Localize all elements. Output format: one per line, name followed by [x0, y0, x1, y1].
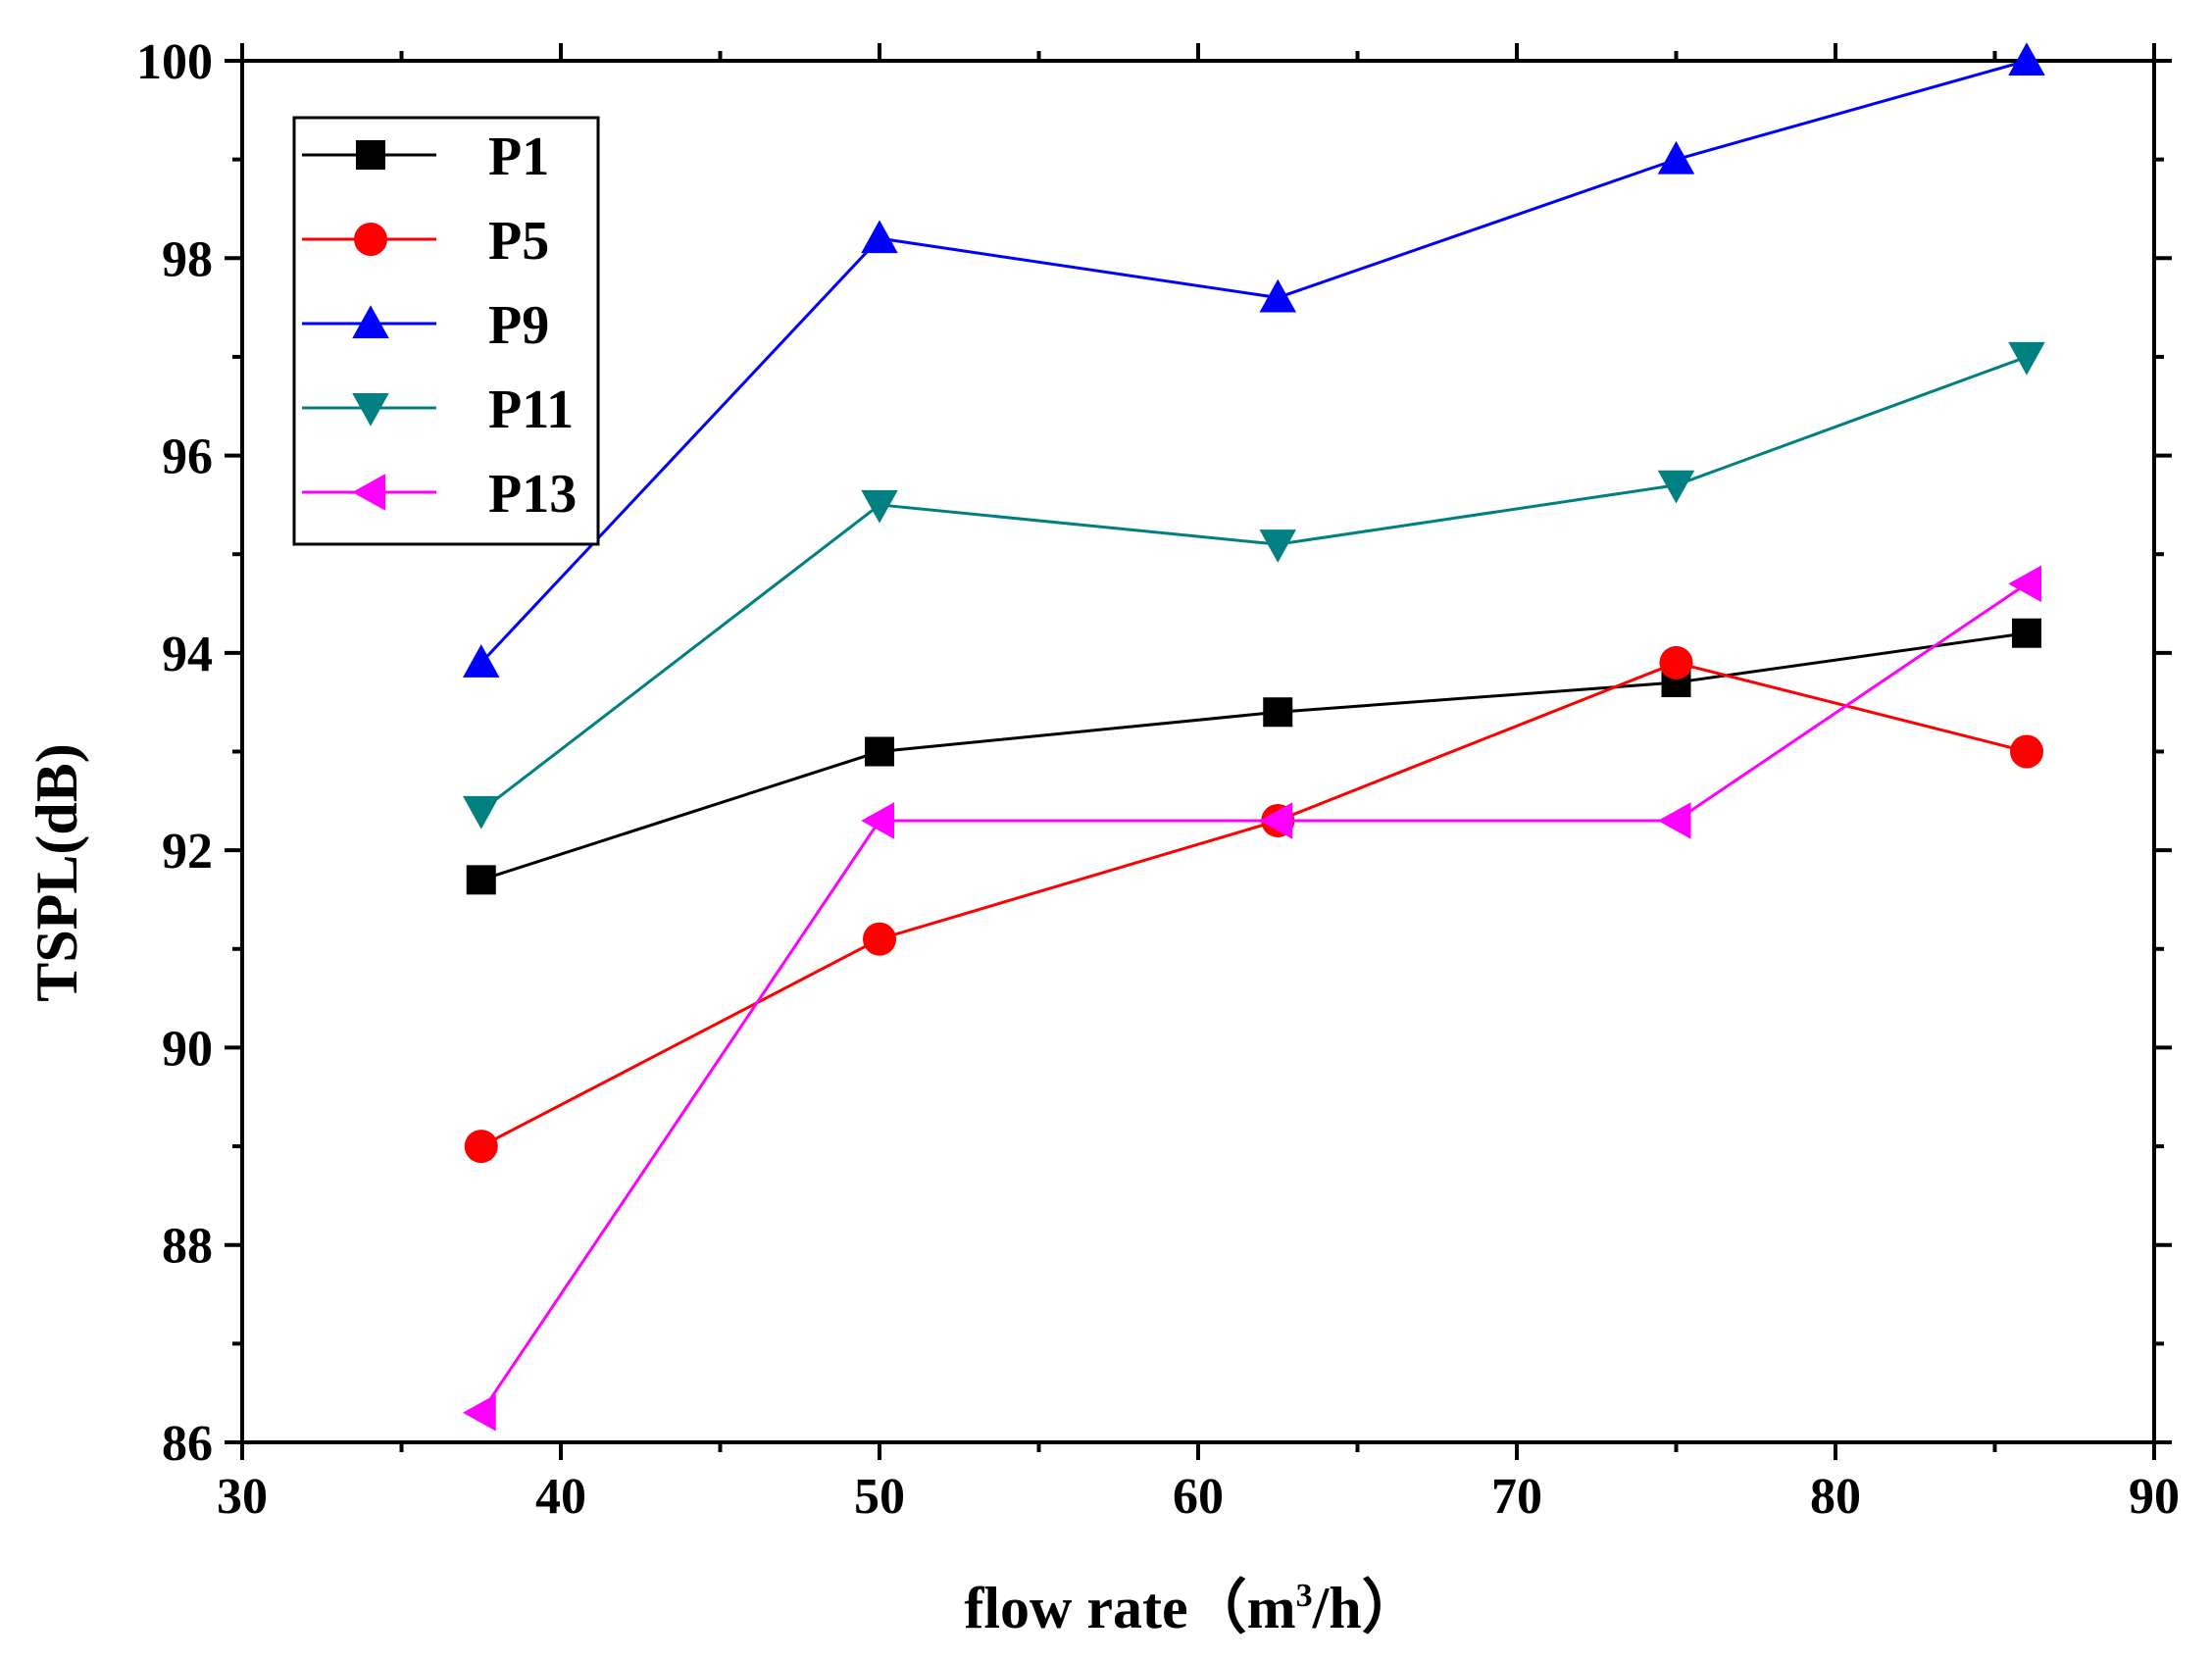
- x-axis-title-sup: 3: [1296, 1578, 1313, 1614]
- y-tick-label: 96: [162, 429, 213, 485]
- data-point-p11: [861, 489, 898, 524]
- x-axis-title-main: flow rate（m: [964, 1575, 1295, 1640]
- series-layer: [463, 42, 2045, 1432]
- legend-marker-p5: [354, 223, 387, 256]
- data-point-p11: [1657, 470, 1695, 504]
- legend-box: [292, 116, 600, 546]
- y-axis-title: TSPL(dB): [25, 743, 89, 1001]
- legend-label-p1: P1: [488, 126, 549, 187]
- series-p1: [466, 618, 2041, 895]
- series-line-p13: [479, 582, 2028, 1414]
- legend-item-p9: P9: [302, 295, 549, 356]
- series-p9: [463, 42, 2045, 678]
- series-line-p1: [480, 631, 2028, 881]
- x-tick-label: 30: [217, 1469, 268, 1525]
- series-p13: [463, 565, 2041, 1432]
- y-tick-label: 94: [162, 627, 213, 682]
- axes-layer: 30 40 50 60 70 80 90 86 88 90 92 94 96 98 100: [136, 34, 2180, 1525]
- data-point-p1: [466, 865, 496, 895]
- data-point-p11: [2008, 341, 2045, 376]
- series-line-p5: [480, 661, 2028, 1148]
- legend-item-p11: P11: [302, 379, 574, 440]
- data-point-p13: [1259, 802, 1293, 839]
- data-point-p5: [464, 1130, 498, 1164]
- data-point-p9: [2008, 42, 2045, 76]
- data-point-p11: [463, 795, 500, 830]
- data-point-p13: [2008, 565, 2041, 603]
- data-point-p1: [1263, 697, 1293, 728]
- legend-label-p9: P9: [488, 295, 549, 356]
- data-point-p5: [863, 922, 896, 956]
- legend-label-p13: P13: [488, 464, 577, 525]
- legend-marker-p13: [352, 474, 385, 511]
- x-tick-label: 60: [1173, 1469, 1224, 1525]
- legend-item-p5: P5: [302, 211, 549, 272]
- x-tick-label: 70: [1491, 1469, 1542, 1525]
- data-point-p9: [463, 644, 500, 678]
- legend-label-p5: P5: [488, 211, 549, 272]
- data-point-p9: [1259, 278, 1296, 313]
- y-tick-label: 86: [162, 1416, 213, 1472]
- x-tick-label: 40: [535, 1469, 586, 1525]
- series-line-p11: [479, 355, 2028, 813]
- legend-marker-p11: [352, 393, 389, 427]
- data-point-p13: [1657, 802, 1691, 839]
- legend-item-p1: P1: [302, 126, 549, 187]
- data-point-p13: [861, 802, 894, 839]
- x-axis-title-tail: /h）: [1312, 1575, 1421, 1640]
- x-tick-label: 50: [854, 1469, 905, 1525]
- y-tick-label: 98: [162, 231, 213, 287]
- legend: P1 P5 P9 P11 P13: [292, 116, 600, 546]
- y-tick-label: 100: [136, 34, 213, 90]
- data-point-p5: [1659, 645, 1693, 680]
- data-point-p9: [861, 220, 898, 254]
- x-axis-title: flow rate（m3/h）: [964, 1575, 1420, 1640]
- data-point-p9: [1657, 140, 1695, 175]
- x-tick-label: 80: [1810, 1469, 1861, 1525]
- x-tick-label: 90: [2129, 1469, 2180, 1525]
- y-tick-label: 90: [162, 1021, 213, 1077]
- data-point-p5: [2010, 734, 2043, 769]
- legend-marker-p1: [356, 140, 385, 170]
- data-point-p1: [2012, 618, 2041, 648]
- data-point-p1: [865, 736, 894, 767]
- data-point-p13: [463, 1394, 496, 1432]
- legend-label-p11: P11: [488, 379, 574, 440]
- legend-item-p13: P13: [302, 464, 577, 525]
- series-p11: [463, 341, 2045, 830]
- legend-marker-p9: [352, 305, 389, 338]
- y-tick-label: 92: [162, 824, 213, 880]
- data-point-p11: [1259, 529, 1296, 563]
- y-tick-label: 88: [162, 1219, 213, 1275]
- series-line-p9: [479, 59, 2028, 664]
